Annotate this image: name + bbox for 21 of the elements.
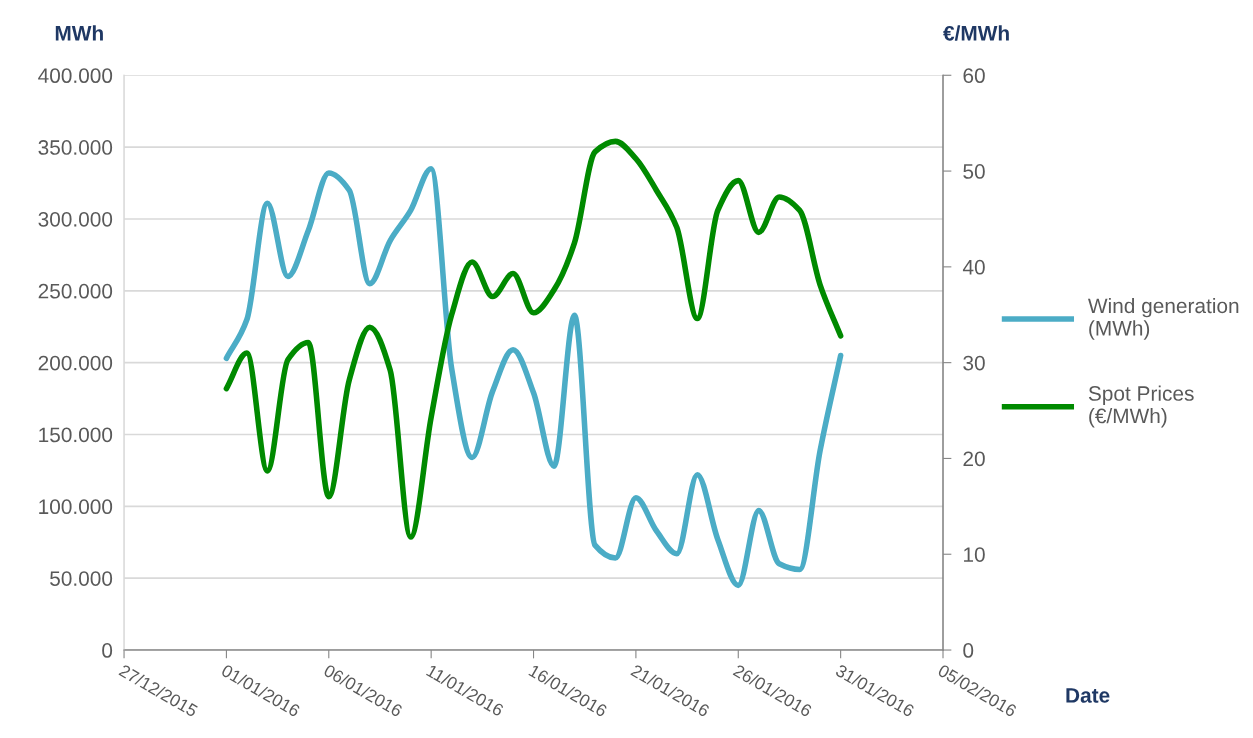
y-tick-label: 200.000 xyxy=(38,355,113,371)
y-axis-title: MWh xyxy=(55,25,103,41)
y2-tick-label: 40 xyxy=(962,259,985,275)
y2-tick-label: 50 xyxy=(963,164,985,179)
y-tick-label: 0 xyxy=(102,643,113,658)
y2-tick-label: 20 xyxy=(963,451,985,467)
y-tick-label: 400.000 xyxy=(38,68,113,84)
y-tick-label: 250.000 xyxy=(38,283,113,299)
y-tick-label: 100.000 xyxy=(39,499,113,515)
y2-axis-title: €/MWh xyxy=(943,25,1009,41)
legend-label: Wind generation (MWh) xyxy=(1088,297,1239,340)
y-tick-label: 350.000 xyxy=(38,140,113,155)
y2-tick-label: 60 xyxy=(963,68,985,84)
y2-tick-label: 0 xyxy=(963,643,974,658)
y-tick-label: 300.000 xyxy=(38,211,113,227)
x-axis-title: Date xyxy=(1066,688,1110,703)
y2-tick-label: 10 xyxy=(964,547,985,562)
y2-tick-label: 30 xyxy=(963,355,985,371)
legend-label: Spot Prices (€/MWh) xyxy=(1088,385,1194,428)
y-tick-label: 50.000 xyxy=(50,571,113,586)
y-tick-label: 150.000 xyxy=(39,427,113,443)
